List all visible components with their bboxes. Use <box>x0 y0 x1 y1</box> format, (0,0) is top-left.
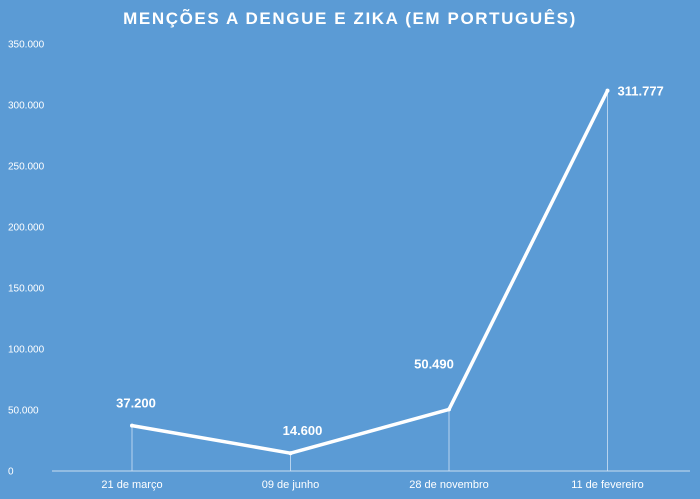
x-tick-label: 09 de junho <box>262 479 320 491</box>
series-line <box>130 88 610 455</box>
y-tick-label: 150.000 <box>8 284 45 295</box>
y-tick-label: 300.000 <box>8 101 45 112</box>
y-tick-label: 200.000 <box>8 223 45 234</box>
chart-title: MENÇÕES A DENGUE E ZIKA (EM PORTUGUÊS) <box>123 9 577 28</box>
x-tick-label: 28 de novembro <box>409 479 489 491</box>
y-tick-label: 0 <box>8 467 14 478</box>
x-tick-label: 11 de fevereiro <box>571 479 644 491</box>
data-point <box>605 88 610 93</box>
data-point <box>447 407 451 412</box>
y-tick-label: 350.000 <box>8 40 45 51</box>
data-point <box>288 451 293 456</box>
x-tick-label: 21 de março <box>101 479 162 491</box>
data-label: 14.600 <box>283 423 323 438</box>
data-label: 50.490 <box>414 356 454 371</box>
y-tick-label: 100.000 <box>8 345 45 356</box>
data-point <box>130 423 134 428</box>
data-label: 37.200 <box>116 396 156 411</box>
y-tick-label: 50.000 <box>8 406 39 417</box>
y-tick-label: 250.000 <box>8 162 45 173</box>
data-label: 311.777 <box>618 84 664 99</box>
